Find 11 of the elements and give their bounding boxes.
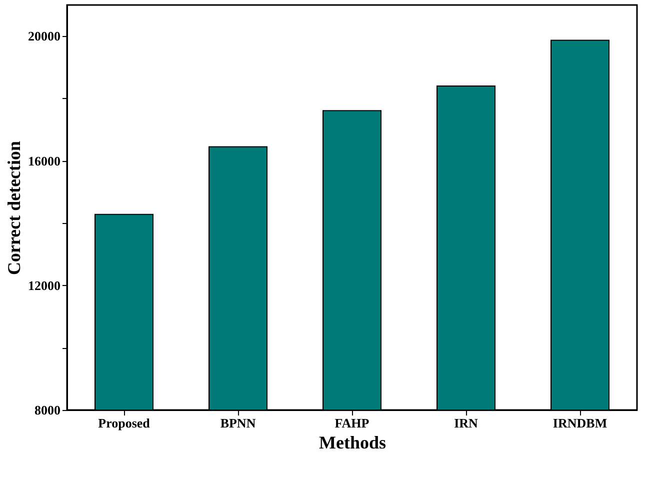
x-tick-label: FAHP xyxy=(334,416,370,430)
x-tick-label: Proposed xyxy=(98,416,151,430)
y-tick-label: 12000 xyxy=(28,278,60,293)
x-tick-label: IRN xyxy=(454,416,479,430)
x-tick-label: BPNN xyxy=(220,416,256,430)
x-axis-title: Methods xyxy=(319,432,386,452)
y-tick-label: 8000 xyxy=(34,402,60,418)
y-tick-label: 20000 xyxy=(28,28,60,44)
x-tick-label: IRNDBM xyxy=(552,416,608,430)
y-tick-label: 16000 xyxy=(28,153,60,168)
y-axis-title: Correct detection xyxy=(4,140,24,276)
